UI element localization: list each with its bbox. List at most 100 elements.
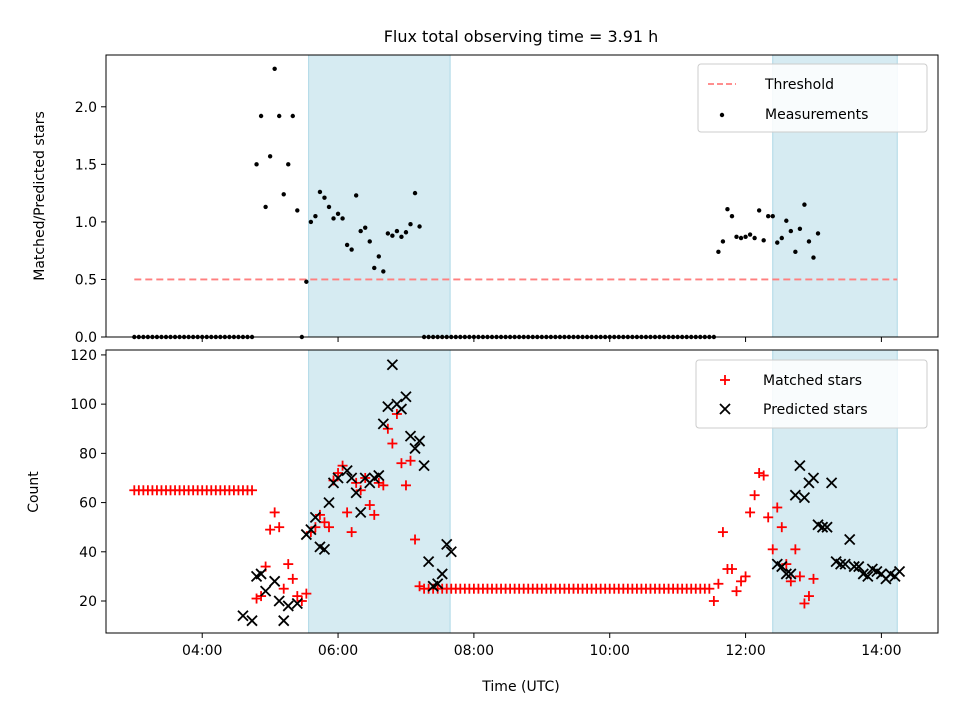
matched-star-marker bbox=[767, 544, 778, 555]
predicted-star-marker bbox=[848, 560, 860, 573]
matched-star-markers bbox=[129, 408, 819, 609]
predicted-star-marker bbox=[269, 575, 281, 587]
bottom-legend-box bbox=[695, 359, 928, 429]
top-y-tick-label: 0.5 bbox=[75, 272, 97, 288]
measurement-point bbox=[761, 238, 766, 243]
predicted-star-marker bbox=[441, 538, 453, 551]
predicted-star-marker bbox=[350, 487, 362, 499]
predicted-star-marker bbox=[835, 558, 847, 570]
top-y-axis-label: Matched/Predicted stars bbox=[32, 111, 48, 281]
bottom-legend: Matched stars Predicted stars bbox=[695, 359, 928, 429]
measurement-point bbox=[716, 249, 721, 255]
predicted-star-marker bbox=[776, 560, 788, 573]
predicted-star-marker bbox=[789, 489, 802, 501]
predicted-star-marker bbox=[323, 496, 335, 509]
measurement-point bbox=[738, 235, 744, 241]
matched-star-marker bbox=[736, 576, 747, 587]
matched-star-marker bbox=[803, 591, 814, 602]
predicted-star-marker bbox=[794, 460, 806, 472]
predicted-star-marker bbox=[309, 511, 322, 523]
matched-legend-swatch bbox=[720, 375, 730, 385]
measurement-point bbox=[335, 211, 341, 217]
measurements-legend-swatch bbox=[719, 112, 725, 118]
measurement-point bbox=[797, 226, 803, 232]
predicted-star-marker bbox=[400, 391, 412, 403]
measurement-point bbox=[281, 192, 286, 197]
matched-star-marker bbox=[251, 593, 262, 604]
predicted-star-marker bbox=[418, 460, 430, 472]
measurement-point bbox=[322, 195, 327, 200]
bottom-y-tick-label: 20 bbox=[79, 594, 97, 610]
predicted-star-marker bbox=[346, 472, 358, 484]
measurement-point bbox=[756, 208, 762, 213]
measurement-point bbox=[403, 230, 409, 235]
measurement-point bbox=[779, 235, 784, 241]
measurement-point bbox=[381, 269, 386, 274]
measurement-point bbox=[272, 66, 277, 72]
bottom-y-tick-label: 40 bbox=[79, 545, 97, 561]
top-legend-box bbox=[697, 63, 928, 133]
predicted-star-marker bbox=[798, 492, 811, 504]
measurement-point bbox=[390, 233, 395, 238]
measurements-legend-label: Measurements bbox=[765, 107, 868, 123]
measurement-point bbox=[394, 228, 400, 234]
measurement-point bbox=[734, 234, 739, 240]
top-plot-frame bbox=[105, 54, 939, 338]
threshold-legend-label: Threshold bbox=[764, 77, 834, 93]
x-tick-label: 08:00 bbox=[454, 643, 494, 659]
measurement-point bbox=[267, 154, 273, 159]
predicted-star-marker bbox=[237, 610, 249, 622]
predicted-star-marker bbox=[377, 418, 389, 430]
matched-star-marker bbox=[717, 527, 728, 538]
matched-star-marker bbox=[292, 591, 303, 602]
predicted-legend-label: Predicted stars bbox=[763, 402, 868, 418]
matched-star-marker bbox=[754, 468, 765, 479]
bottom-y-axis-label: Count bbox=[26, 471, 42, 513]
measurement-point bbox=[720, 239, 726, 244]
top-panel: 0.00.51.01.52.0 Matched/Predicted stars … bbox=[32, 54, 939, 346]
measurement-point bbox=[417, 224, 422, 229]
measurement-point bbox=[770, 213, 775, 219]
measurement-point bbox=[340, 216, 345, 221]
predicted-star-marker bbox=[862, 570, 874, 583]
predicted-star-marker bbox=[816, 521, 829, 533]
top-y-tick-label: 2.0 bbox=[75, 100, 97, 116]
top-shaded-interval bbox=[308, 54, 451, 338]
matched-star-marker bbox=[745, 507, 756, 518]
matched-star-marker bbox=[776, 522, 787, 533]
predicted-star-marker bbox=[839, 558, 851, 570]
measurement-point bbox=[399, 234, 404, 240]
measurement-point bbox=[811, 255, 816, 260]
top-y-tick-label: 1.5 bbox=[75, 157, 97, 173]
predicted-star-marker bbox=[291, 597, 303, 610]
measurement-point bbox=[276, 113, 282, 119]
predicted-star-marker bbox=[332, 472, 344, 484]
measurement-point bbox=[304, 279, 309, 284]
measurement-point bbox=[372, 265, 377, 271]
measurement-point bbox=[408, 222, 413, 227]
matched-legend-label: Matched stars bbox=[763, 373, 862, 389]
predicted-star-marker bbox=[821, 521, 833, 533]
top-legend: Threshold Measurements bbox=[697, 63, 928, 133]
matched-star-marker bbox=[265, 524, 276, 535]
predicted-star-marker bbox=[273, 595, 285, 607]
predicted-star-marker bbox=[382, 400, 394, 413]
predicted-star-marker bbox=[436, 568, 448, 580]
predicted-star-marker bbox=[305, 524, 317, 536]
matched-star-marker bbox=[799, 598, 810, 609]
predicted-star-marker bbox=[255, 568, 267, 580]
predicted-star-marker bbox=[844, 533, 856, 546]
predicted-star-marker bbox=[259, 585, 272, 597]
predicted-star-marker bbox=[395, 403, 408, 415]
x-axis-label: Time (UTC) bbox=[481, 679, 559, 695]
predicted-star-marker bbox=[341, 464, 353, 477]
matched-star-marker bbox=[731, 586, 742, 597]
matched-star-marker bbox=[274, 522, 285, 533]
measurement-point bbox=[412, 190, 418, 196]
matched-star-marker bbox=[808, 573, 819, 584]
predicted-star-marker bbox=[373, 469, 385, 482]
measurement-point bbox=[815, 231, 821, 236]
top-x-ticks bbox=[201, 337, 882, 342]
measurement-point bbox=[725, 207, 730, 212]
